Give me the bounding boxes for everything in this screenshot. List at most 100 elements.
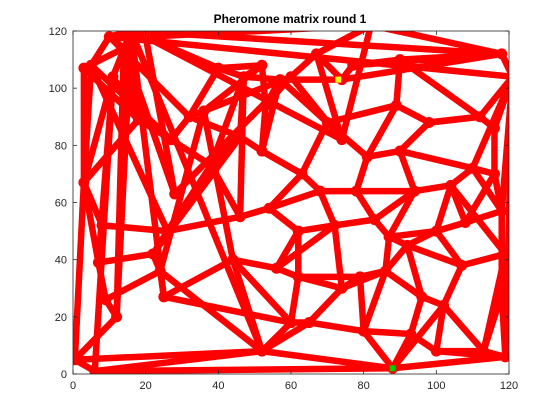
edge-181 xyxy=(258,147,306,178)
node-21 xyxy=(183,111,195,123)
edge-95 xyxy=(200,107,237,263)
node-4 xyxy=(89,365,101,374)
x-tick-label: 80 xyxy=(358,380,370,392)
node-67 xyxy=(430,225,442,237)
node-14 xyxy=(140,31,152,43)
y-tick-label: 20 xyxy=(55,312,67,324)
edge-182 xyxy=(258,102,269,155)
node-16 xyxy=(154,265,166,277)
node-45 xyxy=(329,219,341,231)
x-tick-label: 40 xyxy=(212,380,224,392)
edge-165 xyxy=(396,50,505,63)
edge-136 xyxy=(156,267,266,355)
edge-173 xyxy=(382,233,393,275)
edge-102 xyxy=(95,250,157,266)
edge-145 xyxy=(236,73,248,221)
node-7 xyxy=(100,294,112,306)
node-25 xyxy=(227,254,239,266)
edge-112 xyxy=(353,187,378,223)
edge-197 xyxy=(73,313,120,363)
edge-154 xyxy=(142,33,346,143)
node-13 xyxy=(132,114,144,126)
node-3 xyxy=(85,59,97,71)
edge-22 xyxy=(80,179,102,266)
edge-130 xyxy=(360,267,389,335)
edge-96 xyxy=(156,107,208,275)
node-32 xyxy=(260,99,272,111)
edge-75 xyxy=(433,182,455,235)
node-35 xyxy=(274,74,286,86)
node-24 xyxy=(212,62,224,74)
y-tick-label: 40 xyxy=(55,255,67,267)
edge-77 xyxy=(411,182,455,195)
edge-163 xyxy=(425,113,484,126)
node-30 xyxy=(256,59,268,71)
edge-146 xyxy=(207,73,248,169)
edge-120 xyxy=(258,319,313,355)
edge-153 xyxy=(113,44,128,321)
edge-168 xyxy=(480,250,509,355)
node-83 xyxy=(507,72,509,81)
edge-201 xyxy=(462,170,498,226)
node-57 xyxy=(383,231,395,243)
axes-layer: 0 20 40 60 80 100 120 0 20 40 60 80 100 120 xyxy=(49,26,519,392)
y-tick-label: 100 xyxy=(49,83,67,95)
node-64 xyxy=(409,185,421,197)
edge-118 xyxy=(287,273,302,326)
x-tick-label: 20 xyxy=(140,380,152,392)
node-26 xyxy=(234,131,246,143)
node-12 xyxy=(125,31,137,37)
markers-layer xyxy=(335,76,396,372)
x-tick-label: 100 xyxy=(427,380,445,392)
node-81 xyxy=(499,351,509,363)
edge-190 xyxy=(287,50,320,80)
node-75 xyxy=(478,345,490,357)
edge-115 xyxy=(265,187,324,212)
edge-159 xyxy=(364,102,400,161)
x-tick-label: 0 xyxy=(70,380,76,392)
edge-121 xyxy=(305,319,367,335)
node-23 xyxy=(205,159,217,171)
node-1 xyxy=(78,176,90,188)
edge-196 xyxy=(160,293,295,326)
node-70 xyxy=(445,179,457,191)
node-0 xyxy=(73,354,81,366)
edge-13 xyxy=(91,365,396,374)
y-tick-label: 0 xyxy=(61,369,67,381)
edge-70 xyxy=(396,147,476,172)
node-71 xyxy=(456,259,468,271)
end-node-marker xyxy=(389,365,396,372)
edge-37 xyxy=(498,290,509,361)
edge-156 xyxy=(313,31,368,58)
node-65 xyxy=(416,291,428,303)
edge-48 xyxy=(349,56,404,69)
edge-86 xyxy=(440,302,487,355)
edge-147 xyxy=(207,162,244,221)
node-38 xyxy=(292,225,304,237)
edge-191 xyxy=(186,64,222,120)
node-59 xyxy=(390,99,402,111)
edge-185 xyxy=(186,113,244,141)
edge-110 xyxy=(371,187,418,223)
node-55 xyxy=(369,214,381,226)
node-49 xyxy=(347,59,359,71)
edge-4 xyxy=(381,31,505,58)
edge-79 xyxy=(385,187,418,241)
node-40 xyxy=(296,168,308,180)
y-tick-label: 60 xyxy=(55,198,67,210)
node-47 xyxy=(336,134,348,146)
node-36 xyxy=(285,71,297,83)
edge-54 xyxy=(215,62,266,72)
edge-78 xyxy=(396,147,418,195)
node-19 xyxy=(165,134,177,146)
nodes-layer xyxy=(73,31,509,374)
chart-title: Pheromone matrix round 1 xyxy=(214,12,367,26)
node-29 xyxy=(256,145,268,157)
node-60 xyxy=(394,54,406,66)
edge-180 xyxy=(265,170,306,212)
node-33 xyxy=(263,202,275,214)
node-39 xyxy=(292,271,304,283)
edge-69 xyxy=(396,119,433,155)
edge-108 xyxy=(331,216,378,229)
